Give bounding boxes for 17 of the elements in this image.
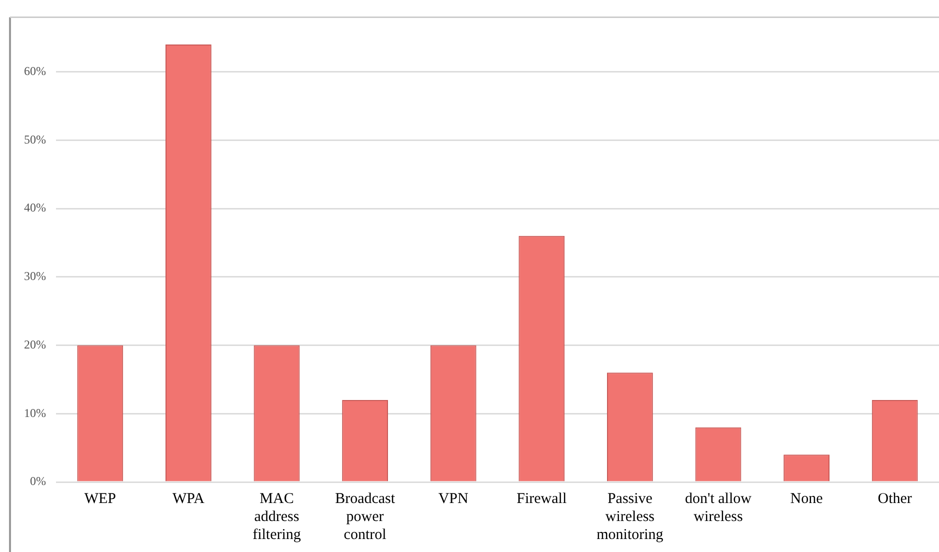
- y-tick-label: 60%: [24, 64, 46, 78]
- x-tick-label: MAC address filtering: [252, 490, 302, 543]
- x-tick-label: Passive wireless monitoring: [596, 490, 664, 543]
- x-tick-label: Broadcast power control: [335, 490, 396, 543]
- y-tick-label: 50%: [24, 132, 46, 146]
- x-tick-label: None: [790, 490, 824, 507]
- y-tick-label: 20%: [24, 337, 46, 352]
- y-tick-label: 40%: [24, 200, 46, 215]
- y-tick-label: 0%: [30, 474, 46, 488]
- y-tick-label: 30%: [24, 269, 46, 284]
- y-tick-label: 10%: [24, 406, 46, 420]
- x-tick-label: WPA: [172, 490, 205, 507]
- x-tick-label: Other: [878, 490, 912, 507]
- x-tick-label: don't allow wireless: [685, 490, 752, 525]
- x-tick-label: VPN: [438, 490, 469, 507]
- x-tick-label: WEP: [84, 490, 116, 507]
- x-tick-label: Firewall: [516, 490, 567, 507]
